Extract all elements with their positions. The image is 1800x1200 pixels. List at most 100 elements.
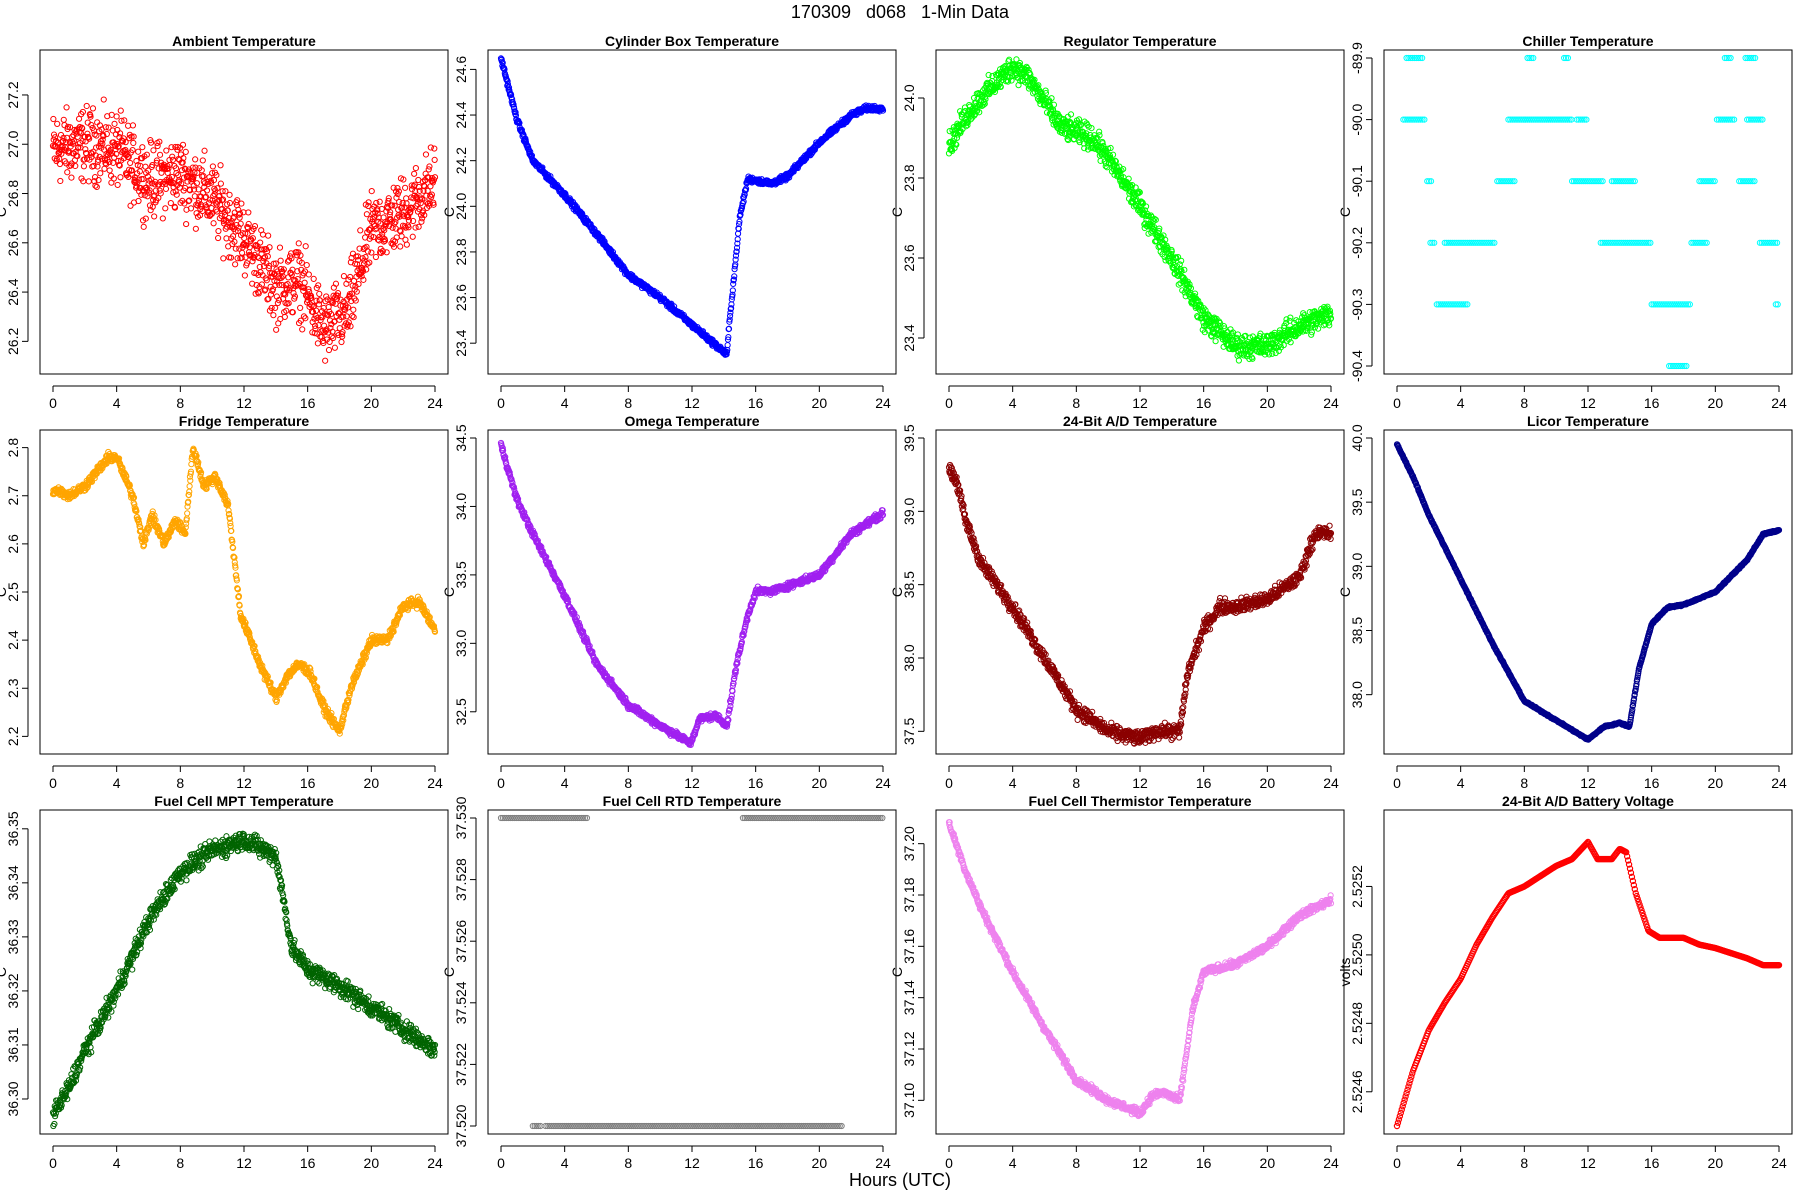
data-point (232, 245, 239, 252)
cylinder-box-temperature-title: Cylinder Box Temperature (605, 33, 779, 49)
regulator-temperature-title: Regulator Temperature (1064, 33, 1217, 49)
data-point (374, 205, 381, 213)
x-tick-label: 24 (1323, 395, 1339, 411)
data-point (68, 174, 75, 181)
data-point (102, 124, 109, 131)
data-point (220, 255, 227, 262)
data-point (109, 127, 116, 134)
data-point (60, 116, 67, 123)
regulator-temperature-y-label: C (889, 207, 905, 217)
data-point (385, 197, 392, 205)
data-point (412, 224, 419, 231)
cylinder-box-temperature-points (497, 55, 887, 358)
data-point (91, 178, 98, 185)
data-point (374, 210, 381, 217)
data-point (145, 167, 152, 174)
chiller-temperature-y-label: C (1337, 207, 1353, 217)
data-point (99, 136, 106, 143)
data-point (187, 205, 195, 212)
ambient-temperature-points (49, 96, 439, 364)
data-point (410, 195, 417, 202)
data-point (179, 159, 186, 166)
ambient-temperature-panel: Ambient TemperatureC0481216202426.226.42… (0, 33, 449, 411)
data-point (79, 125, 86, 132)
data-point (186, 483, 193, 490)
data-point (114, 181, 121, 189)
data-point (318, 333, 325, 341)
data-point (268, 304, 275, 312)
x-tick-label: 20 (1708, 395, 1724, 411)
y-tick-label: 24.0 (453, 192, 469, 219)
data-point (215, 234, 222, 242)
fridge-temperature-title: Fridge Temperature (179, 413, 310, 429)
data-point (278, 281, 286, 289)
data-point (310, 275, 317, 282)
data-point (127, 159, 134, 167)
data-point (373, 225, 380, 232)
data-point (138, 175, 145, 183)
data-point (314, 340, 321, 347)
fridge-temperature-frame (39, 429, 449, 755)
data-point (313, 307, 320, 314)
data-point (217, 180, 224, 187)
data-point (277, 257, 284, 264)
data-point (368, 249, 375, 256)
data-point (232, 228, 239, 235)
data-point (251, 251, 258, 258)
data-point (347, 259, 354, 266)
data-point (95, 177, 102, 184)
data-point (152, 187, 159, 194)
data-point (408, 186, 416, 193)
data-point (431, 174, 439, 181)
data-point (242, 230, 249, 237)
data-point (297, 304, 304, 312)
data-point (147, 139, 155, 146)
data-point (323, 326, 330, 333)
data-point (265, 232, 272, 239)
data-point (409, 233, 416, 240)
data-point (294, 275, 301, 283)
data-point (504, 78, 511, 85)
data-point (219, 196, 227, 203)
x-tick-label: 12 (1132, 395, 1148, 411)
data-point (397, 243, 404, 250)
data-point (162, 205, 169, 212)
data-point (412, 188, 419, 195)
y-tick-label: 26.4 (5, 278, 21, 305)
data-point (202, 194, 209, 201)
data-point (272, 260, 279, 267)
data-point (350, 314, 357, 321)
data-point (114, 143, 122, 151)
data-point (349, 312, 356, 319)
data-point (246, 244, 253, 251)
data-point (1315, 325, 1322, 332)
data-point (121, 117, 128, 124)
data-point (405, 224, 412, 231)
data-point (378, 227, 385, 234)
data-point (151, 213, 158, 220)
x-tick-label: 16 (748, 395, 764, 411)
data-point (263, 277, 270, 284)
data-point (180, 155, 187, 162)
data-point (186, 187, 194, 194)
data-point (415, 223, 422, 230)
data-point (116, 130, 124, 137)
data-point (294, 268, 301, 275)
data-point (105, 149, 113, 156)
data-point (420, 182, 427, 189)
data-point (118, 117, 125, 124)
data-point (400, 213, 408, 220)
data-point (113, 113, 120, 120)
data-point (373, 199, 380, 207)
x-tick-label: 4 (1009, 395, 1017, 411)
data-point (66, 124, 74, 131)
data-point (326, 338, 333, 346)
x-tick-label: 4 (113, 775, 121, 791)
data-point (178, 180, 185, 187)
data-point (207, 211, 214, 218)
data-point (57, 177, 64, 185)
data-point (426, 163, 433, 170)
data-point (396, 198, 403, 206)
data-point (431, 156, 438, 163)
